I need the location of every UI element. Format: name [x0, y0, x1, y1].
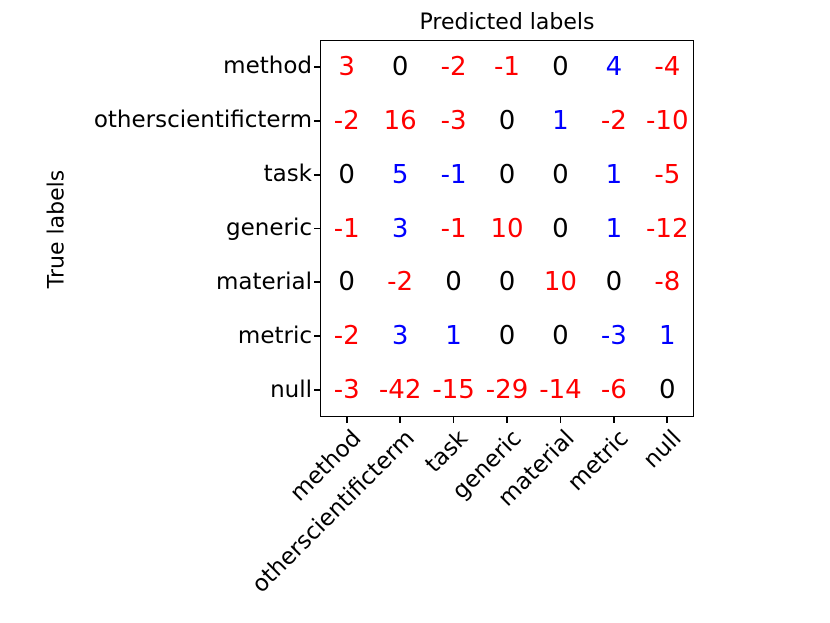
x-tick-mark — [506, 417, 508, 423]
x-tick-label-text: null — [638, 425, 687, 474]
matrix-cell: -2 — [600, 105, 627, 136]
matrix-cell: 1 — [605, 159, 623, 190]
matrix-cell: 0 — [552, 51, 569, 82]
y-tick-mark — [314, 173, 320, 176]
y-tick-mark — [314, 389, 320, 391]
matrix-cell: 0 — [552, 159, 569, 190]
matrix-cell: 10 — [490, 213, 524, 244]
matrix-cell: 1 — [605, 213, 623, 244]
matrix-cell: 10 — [543, 267, 577, 298]
y-tick-label: material — [216, 268, 312, 295]
matrix-cell: -2 — [333, 105, 360, 136]
matrix-cell: 0 — [498, 321, 516, 352]
matrix-cell: 3 — [391, 321, 409, 352]
y-tick-label: metric — [237, 322, 312, 349]
matrix-cell: -42 — [378, 375, 422, 406]
matrix-cell: 0 — [498, 267, 516, 298]
x-tick-mark — [399, 417, 402, 423]
matrix-cell: 0 — [391, 51, 409, 82]
matrix-cell: 1 — [659, 321, 676, 352]
matrix-cell: 0 — [605, 267, 623, 298]
matrix-cell: 0 — [498, 105, 516, 136]
matrix-cell: -2 — [333, 321, 360, 352]
x-tick-label-text: metric — [562, 425, 634, 497]
y-tick-mark — [314, 281, 320, 284]
matrix-cell: 1 — [552, 105, 569, 136]
matrix-cell: -4 — [654, 51, 681, 82]
matrix-cell: -29 — [485, 375, 529, 406]
matrix-cell: -5 — [654, 159, 681, 190]
y-tick-label: otherscientificterm — [93, 107, 312, 134]
matrix-cell: 3 — [391, 213, 409, 244]
y-tick-mark — [314, 66, 320, 68]
matrix-cell: -3 — [440, 105, 467, 136]
x-tick-mark — [345, 417, 348, 423]
y-tick-label: task — [263, 161, 312, 188]
x-axis-title: Predicted labels — [419, 10, 595, 35]
matrix-cell: 0 — [552, 213, 569, 244]
matrix-cell: -1 — [440, 159, 467, 190]
matrix-cell: 0 — [338, 267, 355, 298]
matrix-cell: -1 — [440, 213, 467, 244]
matrix-cell: 0 — [498, 159, 516, 190]
matrix-cell: 0 — [552, 321, 569, 352]
x-tick-mark — [559, 417, 562, 423]
matrix-cell: -3 — [600, 321, 627, 352]
x-tick-mark — [452, 417, 455, 423]
matrix-cell: 3 — [338, 51, 355, 82]
matrix-cell: -15 — [432, 375, 475, 406]
matrix-cell: 16 — [383, 105, 417, 136]
matrix-cell: -12 — [646, 213, 689, 244]
matrix-cell: -1 — [494, 51, 520, 82]
y-tick-label: method — [223, 53, 312, 80]
x-tick-mark — [666, 417, 669, 423]
matrix-cell: 0 — [445, 267, 462, 298]
y-tick-label: generic — [226, 215, 312, 241]
y-tick-mark — [314, 227, 320, 230]
y-tick-mark — [314, 335, 320, 338]
matrix-cell: 1 — [445, 321, 462, 352]
matrix-cell: -3 — [333, 375, 360, 406]
matrix-cell: 4 — [605, 51, 623, 82]
matrix-cell: 0 — [659, 375, 676, 406]
x-tick-mark — [612, 417, 615, 423]
matrix-cell: -1 — [333, 213, 360, 244]
matrix-cell: 0 — [338, 159, 355, 190]
y-tick-mark — [314, 119, 320, 122]
matrix-cell: 5 — [391, 159, 409, 190]
matrix-cell: -2 — [440, 51, 467, 82]
matrix-cell: -14 — [539, 375, 582, 406]
matrix-cell: -6 — [600, 375, 627, 406]
plot-frame — [320, 40, 694, 417]
matrix-cell: -8 — [654, 267, 681, 298]
matrix-cell: -10 — [646, 105, 689, 136]
y-tick-label: null — [270, 376, 312, 403]
matrix-cell: -2 — [387, 267, 414, 298]
